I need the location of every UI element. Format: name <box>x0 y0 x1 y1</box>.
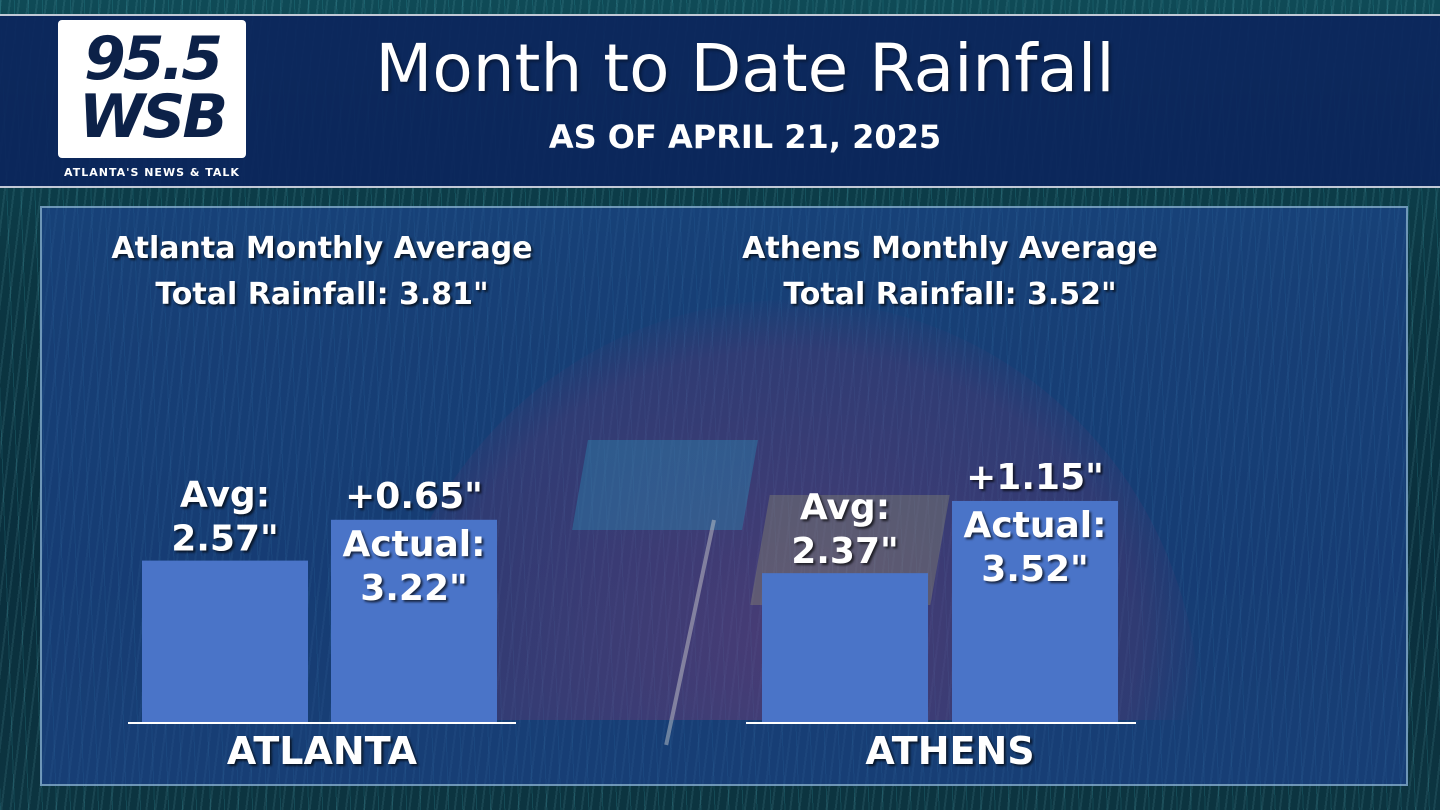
logo-call-sign: WSB <box>78 82 228 152</box>
bar-label-name: Avg: <box>180 475 270 516</box>
bar-avg <box>762 573 928 722</box>
chart-heading-line1: Athens Monthly Average <box>742 231 1158 266</box>
logo-tagline: ATLANTA'S NEWS & TALK <box>64 166 240 179</box>
chart-heading-line1: Atlanta Monthly Average <box>111 231 532 266</box>
page-title: Month to Date Rainfall <box>375 30 1115 107</box>
bar-label-value: 2.37" <box>791 531 899 572</box>
bar-label-value: 3.52" <box>981 549 1089 590</box>
bar-label-name: Actual: <box>342 524 485 565</box>
logo-frequency: 95.5 <box>83 24 223 94</box>
chart-heading-line2: Total Rainfall: 3.52" <box>783 277 1116 312</box>
page-subtitle: AS OF APRIL 21, 2025 <box>548 118 942 156</box>
bar-label-value: 2.57" <box>171 519 279 560</box>
chart-heading-line2: Total Rainfall: 3.81" <box>155 277 488 312</box>
bar-actual <box>331 519 497 722</box>
chart-group-label: ATLANTA <box>227 729 418 773</box>
bar-actual <box>952 500 1118 722</box>
difference-label: +1.15" <box>966 457 1104 498</box>
bar-label-value: 3.22" <box>360 568 468 609</box>
bar-label-name: Avg: <box>800 487 890 528</box>
difference-label: +0.65" <box>345 476 483 517</box>
bar-label-name: Actual: <box>963 505 1106 546</box>
chart-group-label: ATHENS <box>865 729 1034 773</box>
station-logo: 95.5 WSB <box>58 20 246 158</box>
bar-avg <box>142 560 308 722</box>
